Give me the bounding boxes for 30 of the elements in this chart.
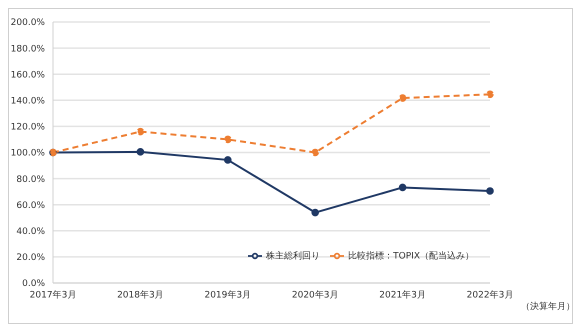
y-tick-label: 180.0% (10, 44, 46, 54)
point (398, 94, 406, 102)
point (486, 187, 494, 195)
y-tick-label: 20.0% (16, 253, 46, 264)
x-tick-label: 2020年3月 (292, 289, 339, 300)
point (486, 90, 494, 98)
y-tick-label: 80.0% (16, 174, 46, 185)
point (224, 136, 232, 144)
point (136, 128, 144, 136)
x-tick-label: 2017年3月 (30, 289, 76, 300)
point (311, 148, 319, 156)
y-tick-label: 40.0% (16, 226, 46, 237)
y-tick-label: 160.0% (10, 70, 46, 80)
y-tick-label: 140.0% (10, 96, 46, 106)
point (136, 148, 144, 156)
x-tick-label: 2019年3月 (204, 289, 252, 300)
legend-label: 比較指標：TOPIX（配当込み） (348, 251, 474, 262)
y-tick-label: 120.0% (10, 122, 46, 133)
point (398, 184, 406, 192)
point (311, 208, 319, 216)
x-tick-label: 2022年3月 (466, 289, 514, 300)
x-axis-title: （決算年月） (521, 300, 575, 313)
point (224, 156, 232, 164)
y-tick-label: 200.0% (10, 18, 46, 28)
y-tick-label: 60.0% (16, 200, 46, 211)
y-tick-label: 0.0% (22, 279, 46, 290)
y-tick-label: 100.0% (10, 148, 46, 159)
x-tick-label: 2018年3月 (117, 289, 164, 300)
x-tick-label: 2021年3月 (379, 289, 426, 300)
legend-label: 株主総利回り (266, 251, 320, 262)
